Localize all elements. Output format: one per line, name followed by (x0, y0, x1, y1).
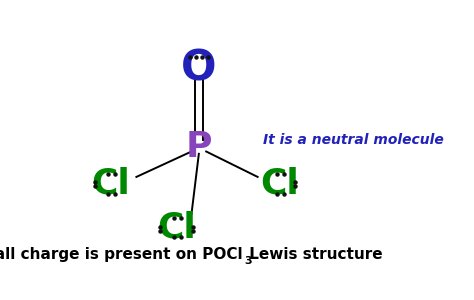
Text: Zero overall charge is present on POCl: Zero overall charge is present on POCl (0, 248, 243, 262)
Text: P: P (186, 130, 212, 164)
Text: Cl: Cl (260, 167, 299, 201)
Text: It is a neutral molecule: It is a neutral molecule (263, 133, 444, 147)
Text: 3: 3 (245, 256, 252, 266)
Text: Cl: Cl (157, 211, 196, 245)
Text: Cl: Cl (91, 167, 130, 201)
Text: Lewis structure: Lewis structure (245, 248, 383, 262)
Text: O: O (181, 47, 217, 89)
